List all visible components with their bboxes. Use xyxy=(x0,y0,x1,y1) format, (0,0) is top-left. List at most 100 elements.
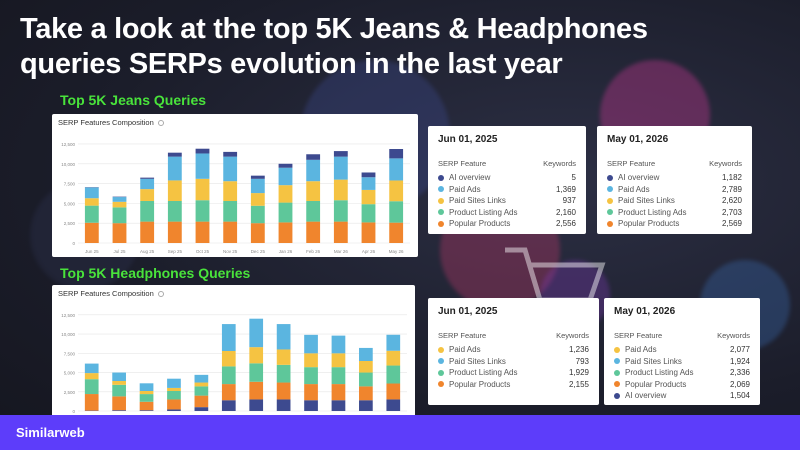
bar-segment-paid_ads[interactable] xyxy=(139,383,154,391)
bar-segment-popular_products[interactable] xyxy=(112,396,126,411)
bar-segment-product_listing_ads[interactable] xyxy=(167,391,181,400)
info-icon[interactable] xyxy=(157,290,164,297)
bar-segment-product_listing_ads[interactable] xyxy=(361,204,376,223)
bar-segment-popular_products[interactable] xyxy=(84,222,99,243)
bar-segment-product_listing_ads[interactable] xyxy=(333,200,348,222)
bar-segment-ai_overview[interactable] xyxy=(304,400,318,411)
bar-segment-popular_products[interactable] xyxy=(250,223,265,243)
bar-segment-product_listing_ads[interactable] xyxy=(140,201,155,222)
table-row[interactable]: Popular Products 2,569 xyxy=(597,218,752,230)
bar-segment-popular_products[interactable] xyxy=(139,401,154,411)
bar-segment-paid_sites_links[interactable] xyxy=(167,180,182,202)
bar-segment-paid_sites_links[interactable] xyxy=(223,181,238,202)
bar-segment-paid_ads[interactable] xyxy=(112,197,127,202)
bar-segment-ai_overview[interactable] xyxy=(306,154,321,160)
bar-segment-popular_products[interactable] xyxy=(194,395,209,408)
bar-segment-product_listing_ads[interactable] xyxy=(250,205,265,224)
bar-segment-product_listing_ads[interactable] xyxy=(306,201,321,222)
bar-segment-product_listing_ads[interactable] xyxy=(278,202,293,223)
table-row[interactable]: Product Listing Ads 2,703 xyxy=(597,207,752,219)
bar-segment-product_listing_ads[interactable] xyxy=(84,205,99,223)
bar-segment-paid_ads[interactable] xyxy=(112,372,126,381)
bar-segment-paid_ads[interactable] xyxy=(195,153,210,179)
bar-segment-popular_products[interactable] xyxy=(140,221,155,243)
bar-segment-popular_products[interactable] xyxy=(306,221,321,243)
bar-segment-paid_sites_links[interactable] xyxy=(221,351,236,367)
bar-segment-product_listing_ads[interactable] xyxy=(276,364,291,383)
bar-segment-product_listing_ads[interactable] xyxy=(167,201,182,222)
bar-segment-popular_products[interactable] xyxy=(112,223,127,243)
bar-segment-paid_sites_links[interactable] xyxy=(195,178,210,201)
bar-segment-product_listing_ads[interactable] xyxy=(304,367,318,385)
bar-segment-ai_overview[interactable] xyxy=(249,399,264,411)
table-row[interactable]: Paid Ads 2,789 xyxy=(597,184,752,196)
bar-segment-popular_products[interactable] xyxy=(249,381,264,400)
bar-segment-popular_products[interactable] xyxy=(221,384,236,401)
bar-segment-ai_overview[interactable] xyxy=(331,400,346,411)
bar-segment-paid_sites_links[interactable] xyxy=(304,353,318,368)
bar-segment-product_listing_ads[interactable] xyxy=(112,207,127,224)
bar-segment-ai_overview[interactable] xyxy=(389,149,404,159)
bar-segment-popular_products[interactable] xyxy=(276,382,291,400)
bar-segment-paid_ads[interactable] xyxy=(304,334,318,354)
bar-segment-paid_sites_links[interactable] xyxy=(278,185,293,203)
table-row[interactable]: AI overview 5 xyxy=(428,172,586,184)
bar-segment-paid_sites_links[interactable] xyxy=(249,347,264,364)
bar-segment-paid_ads[interactable] xyxy=(167,156,182,181)
bar-segment-paid_ads[interactable] xyxy=(250,178,265,194)
bar-segment-paid_sites_links[interactable] xyxy=(359,361,373,373)
table-row[interactable]: AI overview 1,504 xyxy=(604,390,760,402)
bar-segment-ai_overview[interactable] xyxy=(221,400,236,411)
bar-segment-product_listing_ads[interactable] xyxy=(221,366,236,385)
table-row[interactable]: Popular Products 2,155 xyxy=(428,379,599,391)
bar-segment-paid_sites_links[interactable] xyxy=(112,381,126,385)
bar-segment-paid_ads[interactable] xyxy=(167,378,181,388)
bar-segment-popular_products[interactable] xyxy=(389,222,404,243)
bar-segment-popular_products[interactable] xyxy=(195,221,210,243)
bar-segment-paid_ads[interactable] xyxy=(223,156,238,182)
bar-segment-product_listing_ads[interactable] xyxy=(195,200,210,222)
bar-segment-popular_products[interactable] xyxy=(331,384,346,401)
bar-segment-product_listing_ads[interactable] xyxy=(389,201,404,223)
bar-segment-ai_overview[interactable] xyxy=(333,151,348,157)
bar-segment-paid_ads[interactable] xyxy=(140,178,155,190)
bar-segment-product_listing_ads[interactable] xyxy=(84,379,99,395)
bar-segment-product_listing_ads[interactable] xyxy=(359,372,373,387)
bar-segment-paid_ads[interactable] xyxy=(276,324,291,350)
bar-segment-product_listing_ads[interactable] xyxy=(249,363,264,382)
bar-segment-popular_products[interactable] xyxy=(361,222,376,243)
bar-segment-paid_ads[interactable] xyxy=(333,156,348,180)
bar-segment-paid_ads[interactable] xyxy=(306,159,321,182)
table-row[interactable]: Popular Products 2,069 xyxy=(604,379,760,391)
bar-segment-paid_ads[interactable] xyxy=(386,334,401,351)
table-row[interactable]: Product Listing Ads 2,336 xyxy=(604,367,760,379)
bar-segment-paid_sites_links[interactable] xyxy=(389,180,404,202)
bar-segment-popular_products[interactable] xyxy=(167,399,181,410)
bar-segment-paid_ads[interactable] xyxy=(361,177,376,190)
table-row[interactable]: Paid Sites Links 1,924 xyxy=(604,356,760,368)
bar-segment-popular_products[interactable] xyxy=(278,222,293,243)
bar-segment-paid_ads[interactable] xyxy=(221,324,236,351)
bar-segment-paid_ads[interactable] xyxy=(84,363,99,374)
bar-segment-popular_products[interactable] xyxy=(223,221,238,243)
bar-segment-paid_sites_links[interactable] xyxy=(276,349,291,365)
bar-segment-ai_overview[interactable] xyxy=(140,177,155,179)
table-row[interactable]: Paid Ads 1,236 xyxy=(428,344,599,356)
bar-segment-paid_sites_links[interactable] xyxy=(250,193,265,206)
bar-segment-popular_products[interactable] xyxy=(167,221,182,243)
table-row[interactable]: Popular Products 2,556 xyxy=(428,218,586,230)
bar-segment-ai_overview[interactable] xyxy=(194,407,209,411)
bar-segment-ai_overview[interactable] xyxy=(250,175,265,179)
bar-segment-ai_overview[interactable] xyxy=(195,148,210,154)
table-row[interactable]: Paid Ads 1,369 xyxy=(428,184,586,196)
bar-segment-ai_overview[interactable] xyxy=(112,410,126,411)
bar-segment-ai_overview[interactable] xyxy=(386,399,401,411)
table-row[interactable]: Product Listing Ads 1,929 xyxy=(428,367,599,379)
bar-segment-paid_ads[interactable] xyxy=(278,167,293,186)
bar-segment-paid_sites_links[interactable] xyxy=(333,179,348,201)
table-row[interactable]: Product Listing Ads 2,160 xyxy=(428,207,586,219)
bar-segment-product_listing_ads[interactable] xyxy=(194,386,209,396)
bar-segment-popular_products[interactable] xyxy=(84,394,99,411)
bar-segment-paid_sites_links[interactable] xyxy=(167,387,181,391)
bar-segment-paid_ads[interactable] xyxy=(389,158,404,181)
